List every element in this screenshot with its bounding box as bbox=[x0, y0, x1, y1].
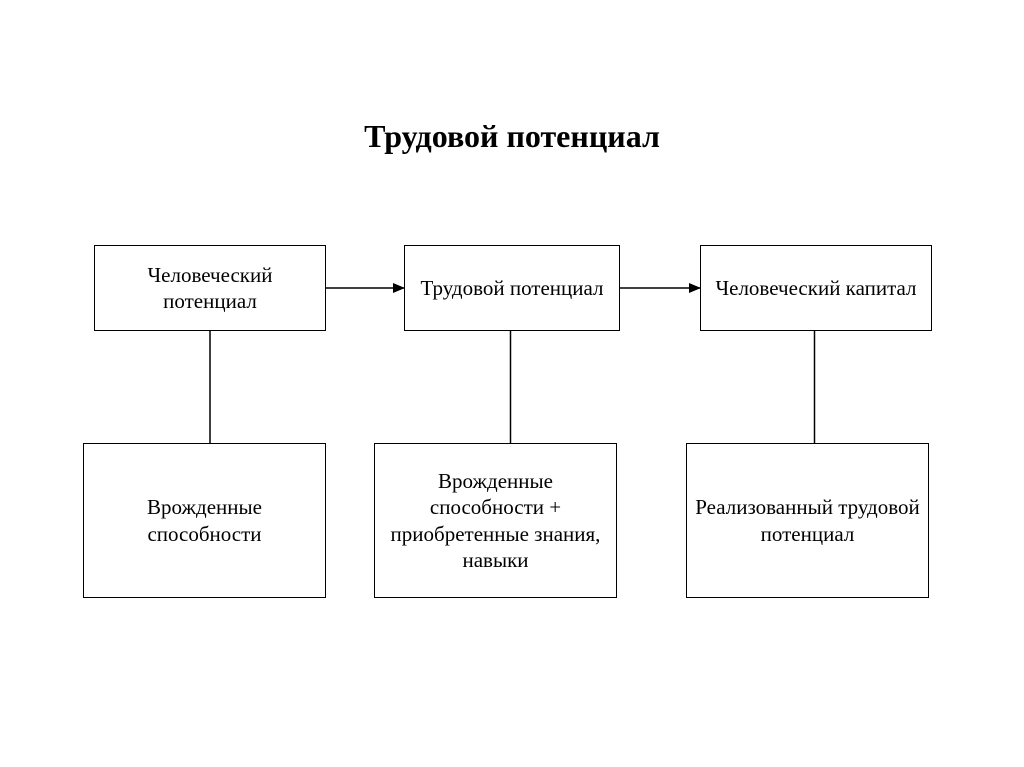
node-n2: Трудовой потенциал bbox=[404, 245, 620, 331]
node-n4: Врожденные способности bbox=[83, 443, 326, 598]
node-n1: Человеческий потенциал bbox=[94, 245, 326, 331]
node-n5: Врожденные способности + приобретенные з… bbox=[374, 443, 617, 598]
edges-layer bbox=[0, 0, 1024, 767]
node-n6: Реализованный трудовой потенциал bbox=[686, 443, 929, 598]
diagram-title: Трудовой потенциал bbox=[0, 118, 1024, 155]
node-n3: Человеческий капитал bbox=[700, 245, 932, 331]
diagram-canvas: Трудовой потенциал Человеческий потенциа… bbox=[0, 0, 1024, 767]
